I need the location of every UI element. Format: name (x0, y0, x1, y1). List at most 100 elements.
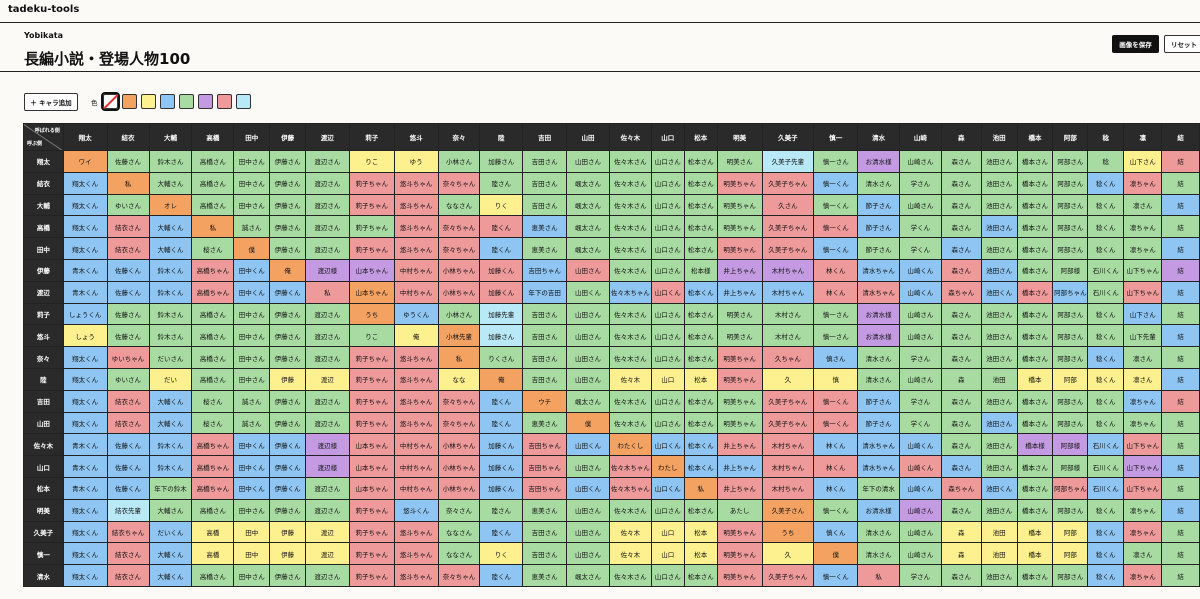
name-cell[interactable]: 松本 (683, 542, 718, 566)
name-cell[interactable]: 松本さん (683, 237, 718, 260)
name-cell[interactable]: 山本ちゃん (348, 433, 395, 457)
name-cell[interactable]: 慎一くん (813, 193, 859, 217)
row-header[interactable]: 高橋 (23, 215, 64, 239)
name-cell[interactable]: お清水様 (857, 498, 901, 522)
row-header[interactable]: 松本 (23, 476, 64, 500)
name-cell[interactable]: 稔くん (1087, 346, 1125, 369)
name-cell[interactable]: 森さん (940, 150, 982, 173)
column-header[interactable]: 高橋 (191, 123, 235, 151)
name-cell[interactable]: 橋本さん (1016, 302, 1054, 326)
name-cell[interactable]: 阿部さん (1052, 411, 1089, 435)
name-cell[interactable]: 大輔くん (148, 542, 193, 566)
name-cell[interactable]: 凛さん (1123, 346, 1163, 369)
row-header[interactable]: 清水 (23, 564, 64, 587)
name-cell[interactable]: 松本 (683, 520, 718, 544)
name-cell[interactable]: 松本くん (683, 433, 718, 457)
name-cell[interactable]: 佐々木ちゃん (608, 476, 652, 500)
name-cell[interactable]: 桜さん (191, 411, 235, 435)
name-cell[interactable]: 大輔さん (148, 498, 193, 522)
name-cell[interactable]: 加藤くん (479, 258, 524, 282)
name-cell[interactable]: 吉田さん (522, 171, 568, 195)
name-cell[interactable]: 池田さん (980, 302, 1018, 326)
name-cell[interactable]: 稔くん (1087, 302, 1125, 326)
name-cell[interactable]: 僕 (566, 411, 610, 435)
name-cell[interactable]: 莉子ちゃん (348, 520, 395, 544)
name-cell[interactable]: 稔くん (1087, 564, 1125, 587)
name-cell[interactable]: 森ちゃん (940, 476, 982, 500)
name-cell[interactable]: 僕 (813, 542, 859, 566)
name-cell[interactable]: 山口さん (650, 564, 685, 587)
name-cell[interactable]: 吉田さん (522, 367, 568, 391)
name-cell[interactable]: ななさん (437, 193, 481, 217)
name-cell[interactable]: 渡辺さん (305, 564, 350, 587)
name-cell[interactable]: 田中くん (233, 476, 271, 500)
name-cell[interactable]: 大輔くん (148, 411, 193, 435)
name-cell[interactable]: 加藤くん (479, 433, 524, 457)
name-cell[interactable]: 佐藤さん (106, 302, 150, 326)
row-header[interactable]: 陸 (23, 367, 64, 391)
name-cell[interactable]: 私 (191, 215, 235, 239)
name-cell[interactable]: 森さん (940, 346, 982, 369)
name-cell[interactable]: 結 (1161, 542, 1200, 566)
name-cell[interactable]: 結 (1161, 171, 1200, 195)
name-cell[interactable]: 橋本さん (1016, 193, 1054, 217)
name-cell[interactable]: 渡辺さん (305, 346, 350, 369)
name-cell[interactable]: 池田さん (980, 193, 1018, 217)
name-cell[interactable]: 佐々木さん (608, 564, 652, 587)
name-cell[interactable]: 山崎くん (899, 476, 942, 500)
name-cell[interactable]: 山口さん (650, 324, 685, 348)
name-cell[interactable]: 悠斗ちゃん (393, 193, 439, 217)
name-cell[interactable]: 田中さん (233, 171, 271, 195)
name-cell[interactable]: 山田くん (566, 280, 610, 304)
name-cell[interactable]: 陸くん (479, 411, 524, 435)
name-cell[interactable]: 稔くん (1087, 237, 1125, 260)
name-cell[interactable]: 山崎さん (899, 302, 942, 326)
name-cell[interactable]: 高橋ちゃん (191, 258, 235, 282)
name-cell[interactable]: 伊藤さん (269, 237, 307, 260)
name-cell[interactable]: 翔太くん (62, 367, 108, 391)
name-cell[interactable]: 山崎さん (899, 542, 942, 566)
name-cell[interactable]: 莉子ちゃん (348, 564, 395, 587)
name-cell[interactable]: 山口さん (650, 389, 685, 413)
name-cell[interactable]: 奈々ちゃん (437, 564, 481, 587)
name-cell[interactable]: 結衣先輩 (106, 498, 150, 522)
name-cell[interactable]: 慎一くん (813, 171, 859, 195)
name-cell[interactable]: 高橋 (191, 520, 235, 544)
name-cell[interactable]: 清水ちゃん (857, 258, 901, 282)
name-cell[interactable]: 奈々さん (437, 498, 481, 522)
name-cell[interactable]: 阿部さん (1052, 564, 1089, 587)
name-cell[interactable]: 伊藤くん (269, 476, 307, 500)
name-cell[interactable]: 悠斗ちゃん (393, 171, 439, 195)
name-cell[interactable]: 翔太くん (62, 564, 108, 587)
name-cell[interactable]: 佐々木 (608, 367, 652, 391)
name-cell[interactable]: 結 (1161, 389, 1200, 413)
name-cell[interactable]: 阿部さん (1052, 498, 1089, 522)
name-cell[interactable]: しょうくん (62, 302, 108, 326)
column-header[interactable]: 山口 (650, 123, 685, 151)
row-header[interactable]: 悠斗 (23, 324, 64, 348)
name-cell[interactable]: 結 (1161, 150, 1200, 173)
name-cell[interactable]: ウチ (522, 389, 568, 413)
name-cell[interactable]: 山口さん (650, 193, 685, 217)
name-cell[interactable]: 明美ちゃん (716, 237, 763, 260)
row-header[interactable]: 莉子 (23, 302, 64, 326)
row-header[interactable]: 田中 (23, 237, 64, 260)
name-cell[interactable]: 木村さん (761, 302, 815, 326)
name-cell[interactable]: 節子さん (857, 215, 901, 239)
name-cell[interactable]: 莉子ちゃん (348, 542, 395, 566)
name-cell[interactable]: 山口 (650, 542, 685, 566)
name-cell[interactable]: 悠斗ちゃん (393, 237, 439, 260)
name-cell[interactable]: うち (348, 302, 395, 326)
name-cell[interactable]: 井上ちゃん (716, 476, 763, 500)
name-cell[interactable]: 吉田ちゃん (522, 258, 568, 282)
name-cell[interactable]: 節子さん (857, 389, 901, 413)
name-cell[interactable]: 結衣さん (106, 542, 150, 566)
name-cell[interactable]: 学くん (899, 411, 942, 435)
name-cell[interactable]: 鈴木くん (148, 258, 193, 282)
name-cell[interactable]: オレ (148, 193, 193, 217)
name-cell[interactable]: うち (761, 520, 815, 544)
column-header[interactable]: 莉子 (348, 123, 395, 151)
name-cell[interactable]: 木村ちゃん (761, 476, 815, 500)
name-cell[interactable]: 森さん (940, 389, 982, 413)
reset-button[interactable]: リセット (1164, 35, 1200, 53)
